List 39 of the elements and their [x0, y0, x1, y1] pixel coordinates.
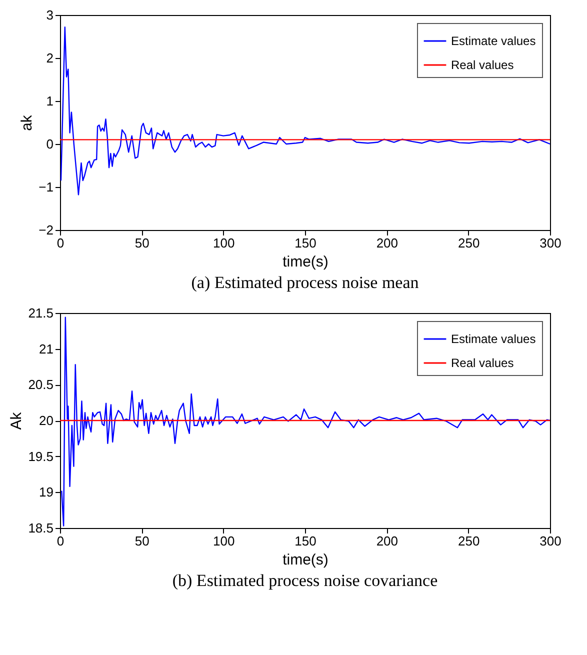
y-tick-label: 21	[39, 341, 54, 356]
x-tick-label: 300	[540, 534, 562, 548]
text: (b) Estimated process noise covariance	[172, 571, 438, 590]
y-tick-label: 2	[46, 50, 54, 66]
y-tick-label: 19.5	[28, 448, 54, 464]
x-tick-label: 0	[56, 236, 64, 250]
text: (a) Estimated process noise mean	[191, 273, 420, 292]
legend-label: Real values	[451, 356, 514, 370]
x-tick-label: 200	[376, 534, 398, 548]
y-axis-title: ak	[18, 114, 36, 131]
y-tick-label: 20.5	[28, 377, 54, 392]
x-tick-label: 200	[376, 236, 398, 250]
x-tick-label: 250	[458, 236, 480, 250]
legend-label: Real values	[451, 58, 514, 72]
y-tick-label: −2	[38, 222, 54, 238]
legend-label: Estimate values	[451, 34, 536, 48]
line-series	[60, 26, 551, 196]
x-tick-label: 50	[134, 534, 150, 548]
y-tick-label: 0	[46, 136, 54, 152]
y-tick-label: 21.5	[28, 306, 54, 320]
x-axis-title: time(s)	[282, 552, 328, 568]
x-tick-label: 300	[540, 236, 562, 250]
y-axis-title: Ak	[8, 412, 26, 430]
y-tick-label: 19	[39, 484, 54, 500]
y-tick-label: −1	[38, 180, 54, 194]
x-axis-title: time(s)	[282, 254, 328, 270]
legend-label: Estimate values	[451, 332, 536, 346]
x-tick-label: 250	[458, 534, 480, 548]
y-tick-label: 1	[46, 94, 54, 108]
x-tick-label: 50	[134, 236, 150, 250]
x-tick-label: 100	[212, 236, 235, 250]
y-tick-label: 18.5	[28, 520, 54, 536]
x-tick-label: 100	[212, 534, 235, 548]
x-tick-label: 0	[56, 534, 64, 548]
y-tick-label: 20	[39, 413, 54, 428]
line-series	[61, 316, 551, 526]
x-tick-label: 150	[294, 534, 316, 548]
y-tick-label: 3	[46, 8, 54, 22]
x-tick-label: 150	[294, 236, 316, 250]
